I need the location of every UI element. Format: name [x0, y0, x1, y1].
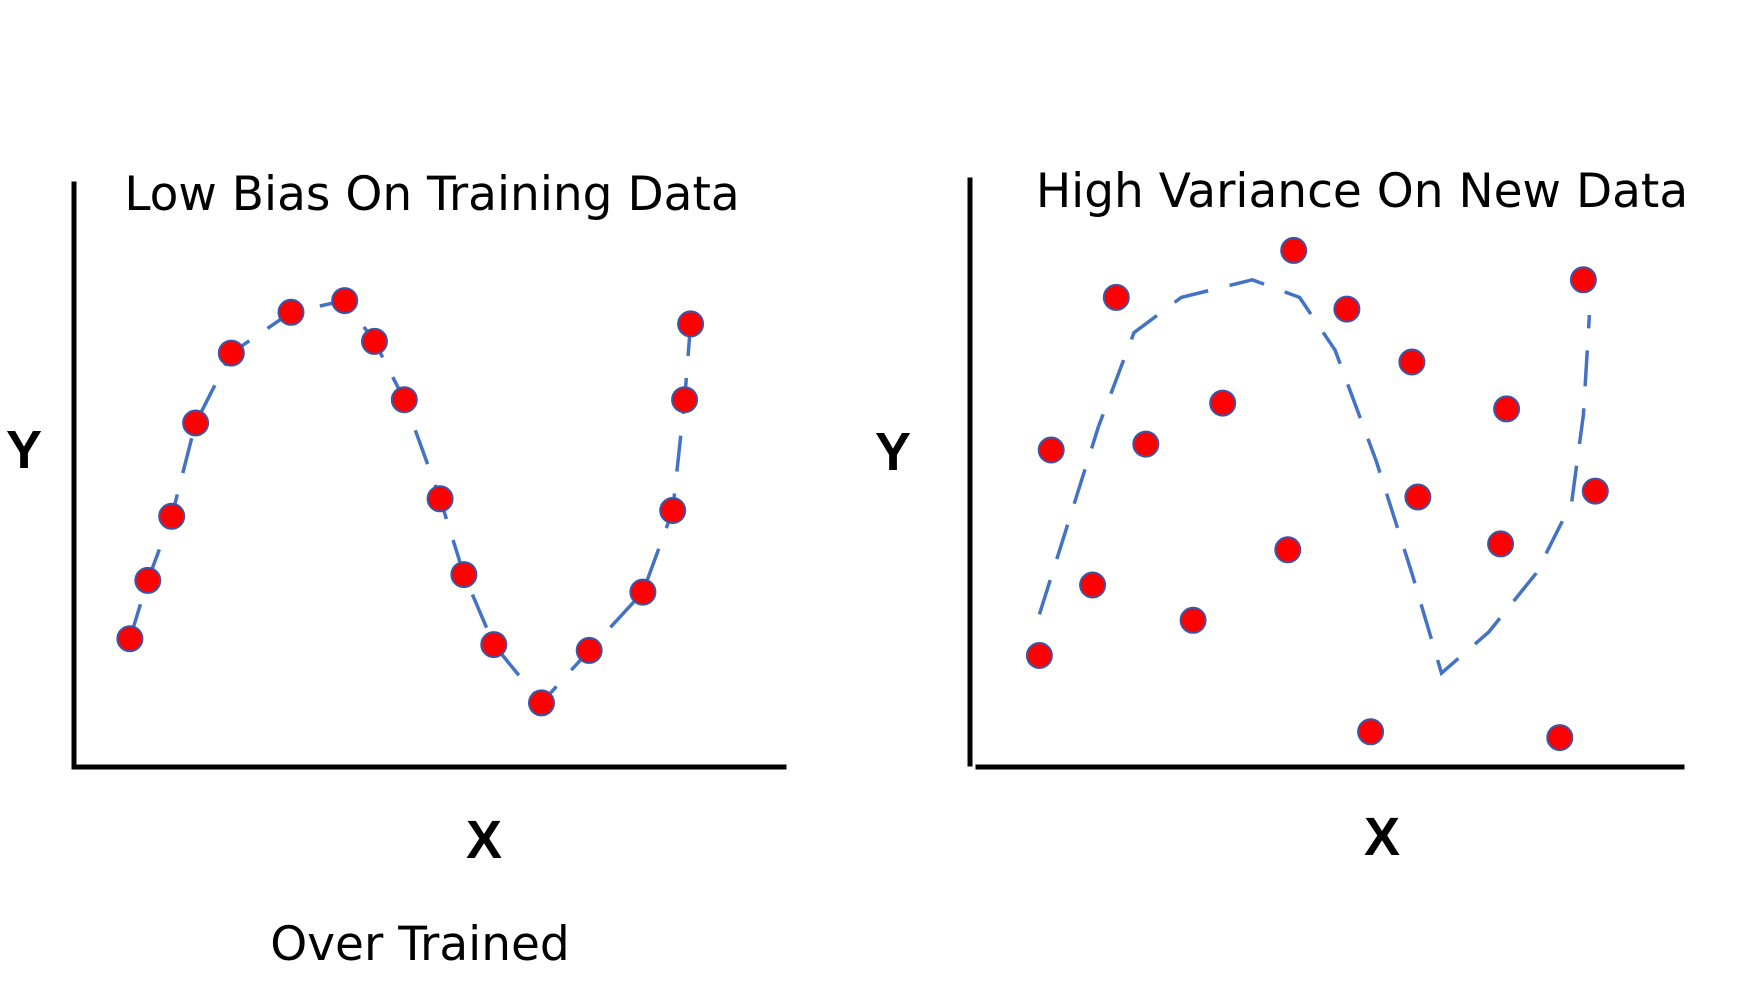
left-panel-caption: Over Trained — [270, 917, 570, 972]
left-data-point-4 — [182, 409, 210, 437]
right-panel-title: High Variance On New Data — [1036, 164, 1688, 219]
left-data-point-13 — [528, 689, 555, 717]
right-data-point-7 — [1209, 389, 1237, 417]
left-data-point-10 — [426, 485, 454, 513]
right-data-point-10 — [1357, 718, 1385, 746]
left-data-point-5 — [217, 339, 245, 367]
right-fit-curve-group — [1037, 277, 1592, 677]
right-data-point-9 — [1280, 236, 1308, 264]
right-points-group — [1025, 236, 1609, 752]
left-data-point-7 — [331, 287, 359, 315]
right-x-axis-label: X — [1364, 807, 1400, 867]
left-data-point-3 — [158, 502, 186, 530]
right-data-point-3 — [1079, 571, 1107, 599]
right-panel: High Variance On New Data Y X — [875, 164, 1688, 867]
right-y-axis-label: Y — [875, 422, 911, 482]
right-data-point-15 — [1487, 530, 1515, 558]
left-fit-curve-group — [128, 298, 693, 706]
left-data-point-14 — [575, 636, 603, 664]
left-data-point-15 — [629, 578, 657, 606]
right-data-point-1 — [1025, 642, 1053, 669]
right-data-point-8 — [1274, 536, 1302, 564]
left-data-point-11 — [450, 561, 478, 589]
right-data-point-12 — [1404, 483, 1432, 511]
right-data-point-13 — [1398, 348, 1426, 376]
left-data-point-1 — [116, 625, 144, 653]
right-data-point-6 — [1179, 606, 1207, 634]
left-panel-title: Low Bias On Training Data — [124, 167, 739, 222]
left-x-axis-label: X — [466, 810, 502, 870]
right-data-point-11 — [1333, 295, 1361, 323]
right-data-point-2 — [1037, 436, 1065, 464]
left-data-point-2 — [134, 566, 162, 594]
left-points-group — [116, 287, 705, 717]
left-data-point-16 — [659, 497, 687, 524]
left-data-point-17 — [671, 386, 699, 414]
right-data-point-18 — [1581, 477, 1609, 505]
left-data-point-18 — [677, 310, 705, 338]
left-panel: Low Bias On Training Data Y X Over Train… — [6, 167, 787, 972]
right-data-point-5 — [1132, 430, 1160, 458]
left-data-point-6 — [277, 298, 305, 326]
right-data-point-16 — [1546, 724, 1574, 752]
left-data-point-8 — [361, 327, 388, 355]
right-data-point-14 — [1493, 395, 1521, 423]
right-data-point-17 — [1569, 266, 1597, 294]
left-data-point-9 — [390, 386, 418, 414]
left-fit-curve — [128, 298, 693, 706]
right-fit-curve — [1037, 277, 1592, 677]
right-data-point-4 — [1102, 283, 1130, 311]
left-data-point-12 — [480, 631, 508, 659]
left-y-axis-label: Y — [6, 420, 42, 480]
